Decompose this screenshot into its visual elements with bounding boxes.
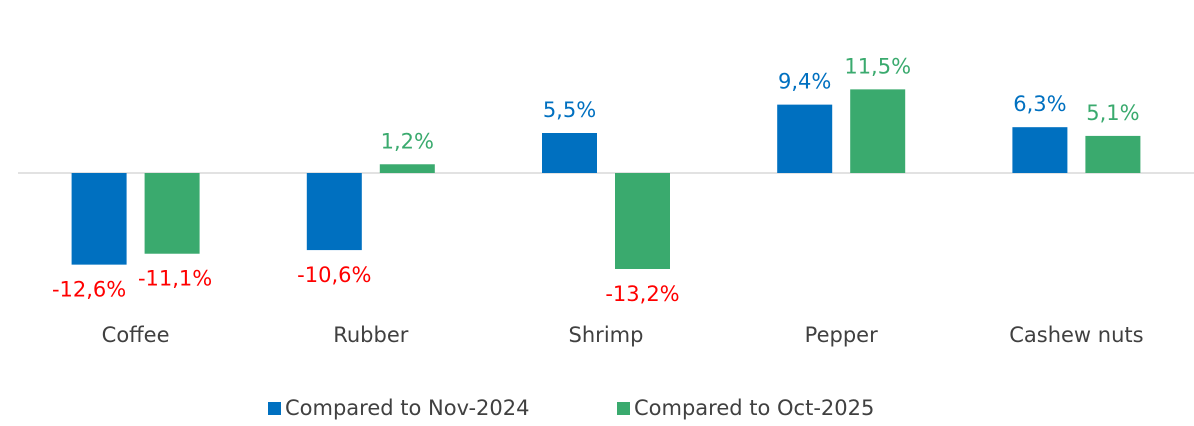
legend-label: Compared to Nov-2024 bbox=[285, 396, 529, 420]
legend-swatch bbox=[268, 402, 281, 415]
bar bbox=[615, 173, 670, 269]
data-label: 5,5% bbox=[543, 98, 596, 122]
data-label: -12,6% bbox=[52, 278, 126, 302]
data-label: 9,4% bbox=[778, 70, 831, 94]
x-tick-label: Rubber bbox=[333, 323, 409, 347]
bar bbox=[542, 133, 597, 173]
x-tick-label: Pepper bbox=[805, 323, 878, 347]
bar bbox=[850, 89, 906, 173]
data-label: -10,6% bbox=[297, 263, 371, 287]
data-label: 11,5% bbox=[844, 54, 911, 78]
x-tick-label: Shrimp bbox=[569, 323, 644, 347]
bar bbox=[306, 173, 362, 251]
x-tick-label: Cashew nuts bbox=[1009, 323, 1143, 347]
data-label: 1,2% bbox=[381, 129, 434, 153]
bar bbox=[71, 173, 127, 265]
data-label: 5,1% bbox=[1086, 101, 1139, 125]
data-label: -13,2% bbox=[605, 282, 679, 306]
bar bbox=[777, 104, 833, 173]
x-tick-label: Coffee bbox=[102, 323, 170, 347]
bar bbox=[1085, 135, 1141, 173]
bar bbox=[1012, 127, 1068, 173]
legend-label: Compared to Oct-2025 bbox=[634, 396, 874, 420]
data-label: 6,3% bbox=[1013, 92, 1066, 116]
bar bbox=[379, 164, 435, 173]
legend-swatch bbox=[617, 402, 630, 415]
data-label: -11,1% bbox=[138, 267, 212, 291]
bar bbox=[144, 173, 200, 254]
